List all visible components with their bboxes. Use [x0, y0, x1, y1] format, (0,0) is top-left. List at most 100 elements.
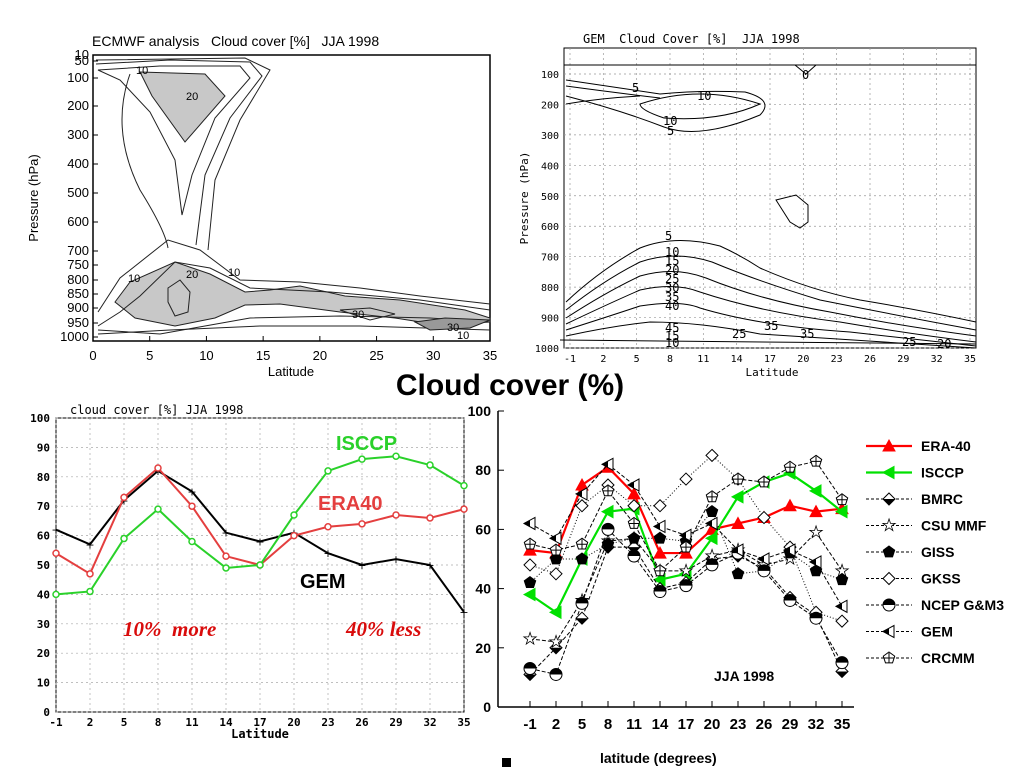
zonal-point-isccp: [256, 561, 264, 569]
gem-contour-lower-20: [565, 270, 977, 337]
gem-contour-label: 45: [665, 321, 679, 335]
multimodel-point-gkss: [523, 558, 537, 572]
ecmwf-contour-label: 10: [228, 267, 240, 279]
ecmwf-y-tick-label: 10: [75, 47, 89, 62]
zonal-x-tick-label: 11: [185, 716, 199, 729]
gem-contour-label: 30: [665, 281, 679, 295]
legend-label-crcmm: CRCMM: [921, 650, 975, 666]
annotation-more: 10% more: [123, 617, 216, 641]
multimodel-point-crcmm: [809, 454, 823, 467]
multimodel-point-gkss: [835, 614, 849, 628]
multimodel-point-bmrc: [549, 641, 563, 655]
gem-y-label: Pressure (hPa): [518, 152, 531, 245]
zonal-x-tick-label: 32: [423, 716, 436, 729]
multimodel-point-gem: [808, 555, 822, 569]
gem-contour-label: 40: [665, 299, 679, 313]
ecmwf-lower-shade: [114, 261, 491, 327]
svg-text:★: ★: [523, 629, 537, 648]
ecmwf-title: ECMWF analysis Cloud cover [%] JJA 1998: [92, 33, 379, 49]
multimodel-point-giss: [575, 552, 589, 565]
multimodel-point-gem: [522, 516, 536, 531]
zonal-y-tick-label: 20: [37, 647, 50, 660]
legend-marker-giss: [882, 545, 896, 558]
ecmwf-contour-inner-30: [339, 307, 396, 321]
ecmwf-contour-label: 20: [186, 91, 198, 103]
multimodel-point-era-40: [679, 546, 693, 559]
legend-label-gkss: GKSS: [921, 571, 961, 587]
gem-contour-label: 5: [632, 81, 639, 95]
multimodel-point-era-40: [627, 486, 641, 500]
multimodel-x-tick-label: 29: [782, 716, 799, 733]
gem-contour-label: 0: [802, 68, 809, 82]
multimodel-point-gkss: [549, 567, 563, 581]
legend-marker-bmrc: [882, 492, 896, 506]
svg-text:★: ★: [835, 561, 849, 580]
zonal-y-tick-label: 30: [37, 618, 50, 631]
gem-x-tick-label: 17: [764, 354, 776, 365]
gem-contour-upper-5b: [565, 85, 661, 105]
multimodel-point-crcmm: [783, 460, 797, 473]
ecmwf-contour-inner-20: [167, 279, 191, 317]
zonal-title: cloud cover [%] JJA 1998: [70, 403, 243, 417]
gem-contour-label: 20: [937, 337, 951, 351]
zonal-point-gem: +: [187, 486, 196, 499]
multimodel-point-gkss: [653, 499, 667, 513]
gem-contour-label: 5: [667, 124, 674, 138]
gem-y-ticks: 100 200 300 400 500 600 700 800 900 1000: [535, 70, 559, 355]
ecmwf-upper-shade: [139, 71, 226, 143]
multimodel-y-tick-label: 0: [483, 699, 491, 715]
multimodel-x-ticks: -1 2 5 8 11 14 17 20 23 26 29 32 35: [523, 701, 850, 733]
multimodel-point-giss: [705, 505, 719, 517]
series-label-gem: GEM: [300, 571, 346, 593]
gem-x-label: Latitude: [746, 366, 799, 379]
gem-x-tick-label: 20: [797, 354, 809, 365]
ecmwf-contour-labels: 10 20 20 10 10 30 30 10: [128, 65, 469, 342]
legend-marker-isccp: [881, 465, 895, 480]
multimodel-point-giss: [549, 552, 563, 565]
ecmwf-x-tick-label: 5: [146, 348, 153, 363]
zonal-point-gem: +: [459, 606, 468, 619]
gem-y-tick-label: 1000: [535, 344, 559, 355]
gem-contour-label: 5: [665, 229, 672, 243]
multimodel-point-crcmm: [731, 472, 745, 485]
gem-contour-lower-40: [565, 302, 977, 347]
gem-contour-mid-blob: [775, 194, 809, 229]
main-title: Cloud cover (%): [396, 369, 624, 402]
zonal-x-tick-label: 35: [457, 716, 470, 729]
zonal-point-gem: +: [85, 538, 94, 551]
ecmwf-y-tick-label: 600: [67, 214, 89, 229]
legend-label-bmrc: BMRC: [921, 491, 963, 507]
multimodel-point-isccp: [704, 531, 718, 546]
zonal-point-isccp: [120, 534, 128, 543]
multimodel-point-ncep-g-m3: [679, 579, 693, 593]
multimodel-point-csu-mmf: ★: [678, 560, 693, 580]
gem-contour-labels: 0 5 10 10 5 5 10 15 20 25 30 35 40 45 25…: [632, 68, 951, 351]
zonal-x-tick-label: -1: [49, 716, 63, 729]
zonal-y-tick-label: 50: [37, 559, 50, 572]
ecmwf-x-tick-label: 30: [426, 348, 440, 363]
multimodel-point-era-40: [809, 504, 823, 518]
gem-contour-label: 10: [697, 89, 711, 103]
multimodel-point-isccp: [522, 587, 536, 602]
ecmwf-y-tick-label: 700: [67, 243, 89, 258]
multimodel-point-era-40: [653, 546, 667, 559]
zonal-point-era40: [52, 549, 60, 557]
gem-y-tick-label: 400: [541, 161, 559, 172]
multimodel-point-isccp: [808, 484, 822, 498]
zonal-y-tick-label: 0: [43, 706, 50, 719]
ecmwf-contour-label: 20: [186, 269, 198, 281]
legend-label-ncep-g-m3: NCEP G&M3: [921, 597, 1004, 613]
legend-label-csu-mmf: CSU MMF: [921, 518, 987, 534]
gem-y-tick-label: 800: [541, 283, 559, 294]
multimodel-point-giss: [835, 573, 849, 586]
ecmwf-x-tick-label: 25: [369, 348, 383, 363]
multimodel-point-ncep-g-m3: [627, 549, 641, 563]
zonal-point-gem: +: [425, 559, 434, 572]
svg-text:★: ★: [679, 561, 693, 580]
multimodel-point-giss: [731, 567, 745, 580]
ecmwf-y-tick-label: 1000: [60, 329, 89, 344]
ecmwf-contour-upper-3: [95, 57, 271, 251]
zonal-x-tick-label: 20: [287, 716, 300, 729]
multimodel-point-gkss: [627, 499, 641, 513]
multimodel-point-gkss: [575, 499, 589, 513]
